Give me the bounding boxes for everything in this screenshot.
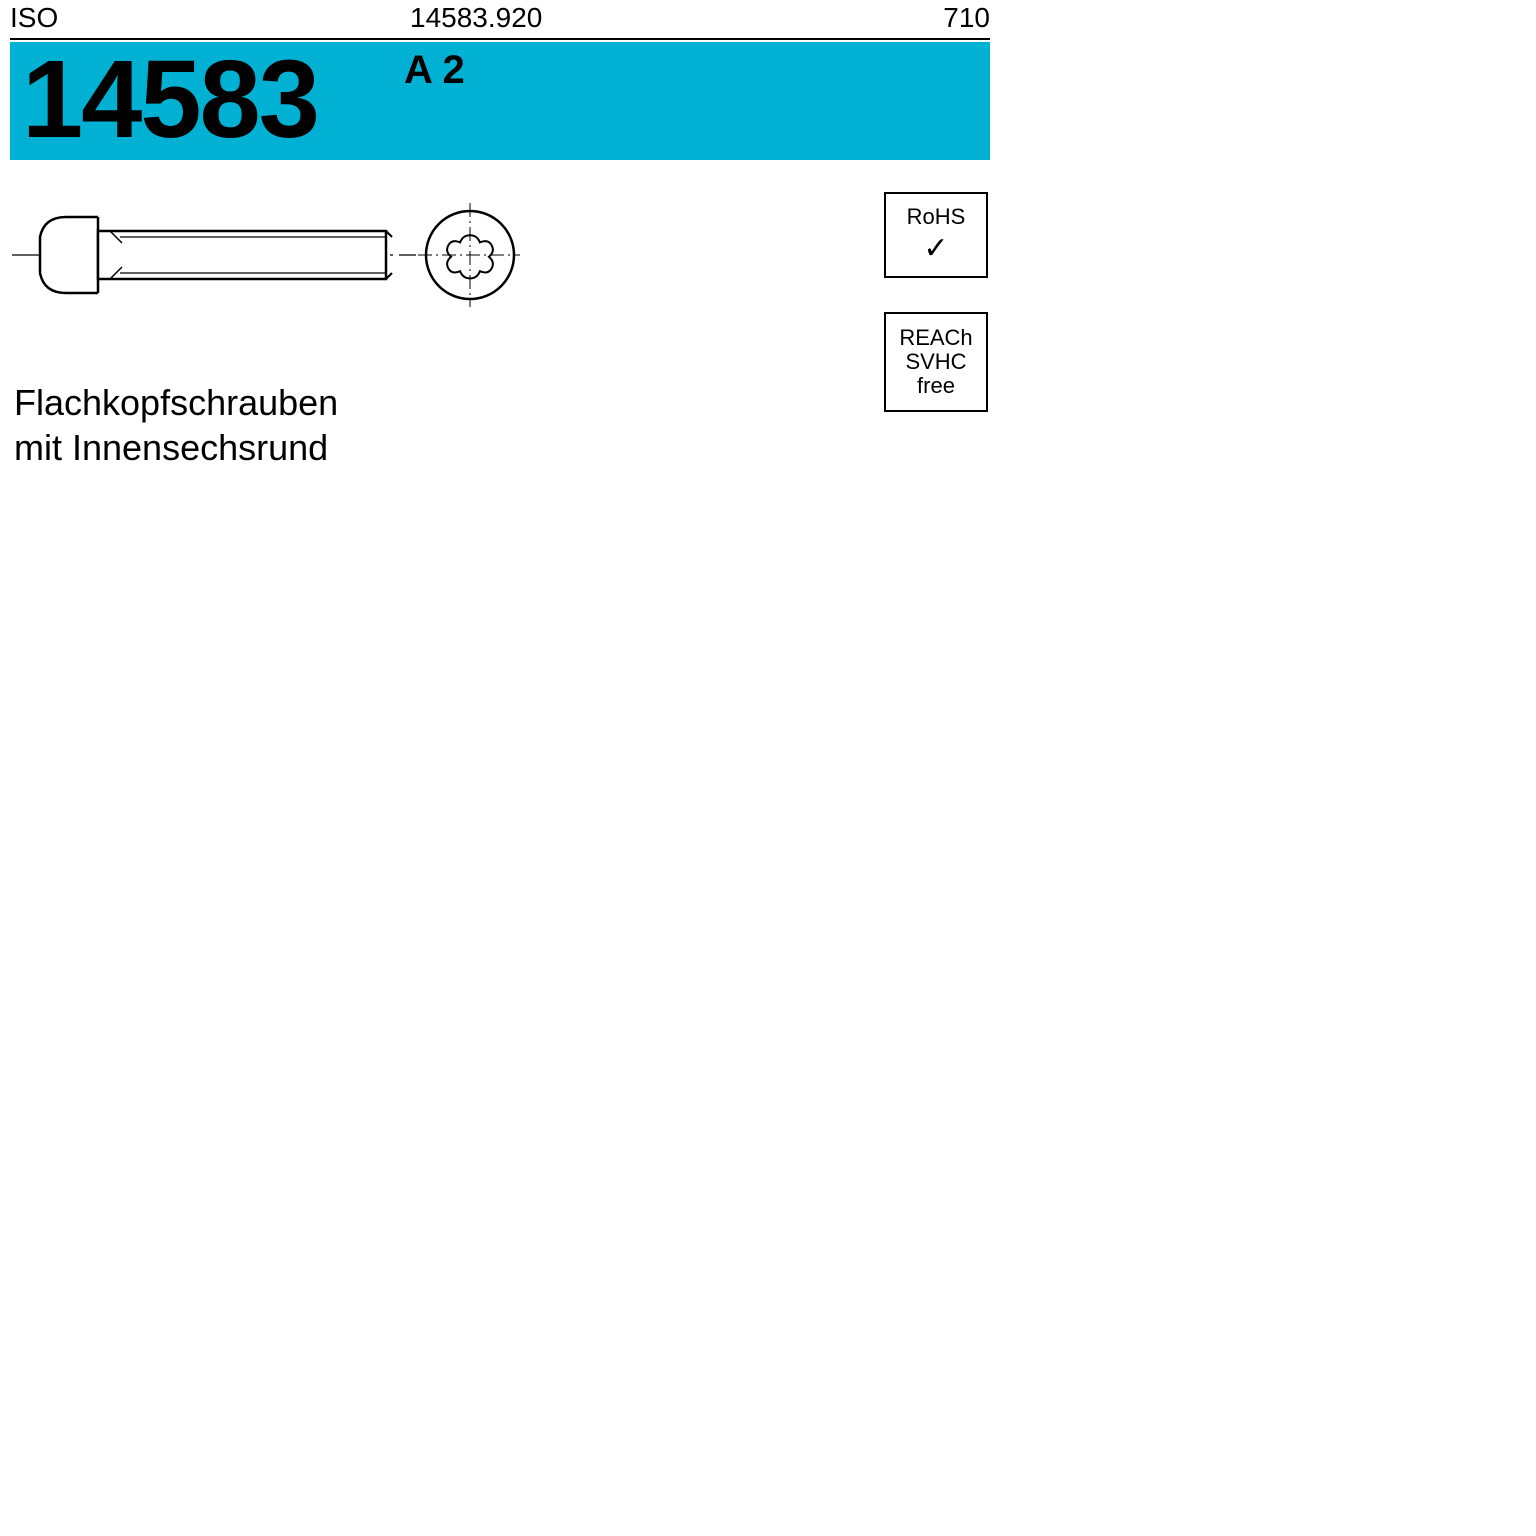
header-right: 710 [943,2,990,34]
desc-line2: mit Innensechsrund [14,425,338,470]
rohs-label: RoHS [907,205,966,229]
desc-line1: Flachkopfschrauben [14,380,338,425]
check-icon: ✓ [923,232,948,265]
header-code: 14583.920 [410,2,542,34]
reach-l1: REACh [899,326,972,350]
reach-l3: free [917,374,955,398]
header-row: ISO 14583.920 710 [10,2,990,40]
product-description: Flachkopfschrauben mit Innensechsrund [14,380,338,470]
material-grade: A 2 [404,48,465,93]
title-band: 14583 A 2 [10,42,990,160]
rohs-badge: RoHS ✓ [884,192,988,278]
reach-l2: SVHC [905,350,966,374]
screw-diagram [10,195,520,315]
standard-number: 14583 [22,36,318,163]
header-iso: ISO [10,2,58,34]
reach-badge: REACh SVHC free [884,312,988,412]
